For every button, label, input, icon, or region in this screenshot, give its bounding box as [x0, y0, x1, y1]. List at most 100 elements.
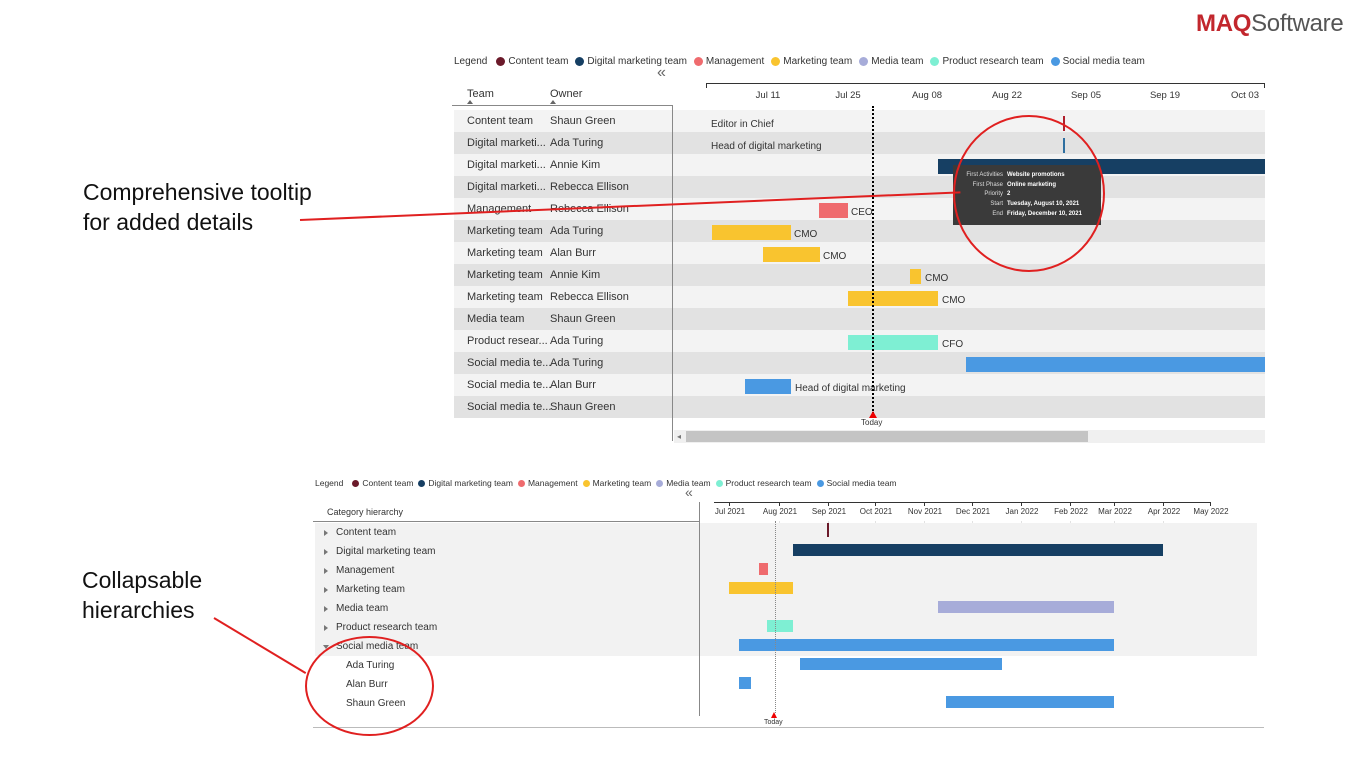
- legend-label: Marketing team: [783, 56, 853, 67]
- gantt-bar-marketing-ada[interactable]: [712, 225, 791, 240]
- grid-divider[interactable]: [699, 502, 700, 716]
- legend-label: Management: [705, 56, 765, 67]
- cell-owner: Shaun Green: [550, 313, 616, 325]
- sort-ascending-icon[interactable]: [550, 100, 556, 104]
- scroll-left-icon[interactable]: ◂: [677, 432, 682, 441]
- cell-owner: Shaun Green: [550, 115, 616, 127]
- hierarchy-parent-label[interactable]: Media team: [336, 603, 389, 614]
- gantt-bar-product-research[interactable]: [767, 620, 793, 632]
- gantt-bar-marketing-annie[interactable]: [910, 269, 921, 284]
- scrollbar-thumb[interactable]: [686, 431, 1088, 442]
- legend-label: Digital marketing team: [587, 56, 687, 67]
- cell-team: Content team: [467, 115, 534, 127]
- expand-caret-right-icon[interactable]: [324, 606, 328, 612]
- cell-owner: Shaun Green: [550, 401, 616, 413]
- hierarchy-parent-label[interactable]: Marketing team: [336, 584, 405, 595]
- tick-mark: [1021, 502, 1022, 506]
- gantt-bar-social-media[interactable]: [739, 639, 1114, 651]
- cell-owner: Rebecca Ellison: [550, 181, 629, 193]
- hierarchy-parent-label[interactable]: Digital marketing team: [336, 546, 436, 557]
- legend-item-product: Product research team: [930, 56, 1044, 67]
- header-owner[interactable]: Owner: [550, 88, 583, 100]
- table-row[interactable]: [454, 264, 1265, 286]
- legend-dot: [656, 479, 664, 487]
- bar-label: Editor in Chief: [711, 119, 774, 130]
- legend-item-management: Management: [693, 56, 765, 67]
- gantt-bar-social-ada[interactable]: [800, 658, 1002, 670]
- cell-owner: Alan Burr: [550, 247, 596, 259]
- expand-caret-down-icon[interactable]: [323, 645, 329, 649]
- tick-label: Sep 19: [1149, 90, 1181, 101]
- tick-label: Aug 22: [991, 90, 1023, 101]
- tick-label: May 2022: [1193, 507, 1229, 516]
- gantt-bar-management-rebecca[interactable]: [819, 203, 848, 218]
- table-row[interactable]: [454, 374, 1265, 396]
- legend-item-digital: Digital marketing team: [575, 56, 687, 67]
- gantt-bar-social-ada[interactable]: [966, 357, 1265, 372]
- cell-team: Social media te...: [467, 401, 552, 413]
- bar-label: CMO: [823, 251, 847, 262]
- gantt-bar-social-alan[interactable]: [739, 677, 751, 689]
- collapse-grid-icon[interactable]: «: [685, 484, 693, 500]
- legend-dot: [859, 57, 869, 66]
- gantt-bar-social-alan[interactable]: [745, 379, 791, 394]
- legend-dot: [496, 57, 506, 66]
- legend-item-media: Media team: [656, 478, 711, 488]
- gantt-bar-social-shaun[interactable]: [946, 696, 1114, 708]
- collapse-grid-icon[interactable]: «: [657, 64, 666, 81]
- gantt-bar-marketing-rebecca[interactable]: [848, 291, 938, 306]
- timeline-axis: [706, 83, 1265, 84]
- today-line: [775, 521, 776, 713]
- hierarchy-parent-label[interactable]: Product research team: [336, 622, 438, 633]
- cell-owner: Annie Kim: [550, 269, 601, 281]
- tick-label: Jul 11: [755, 90, 781, 101]
- hierarchy-parent-label[interactable]: Content team: [336, 527, 397, 538]
- cell-team: Marketing team: [467, 247, 543, 259]
- hierarchy-row-background[interactable]: [315, 523, 1257, 542]
- legend-label: Social media team: [826, 478, 897, 488]
- legend-item-digital: Digital marketing team: [418, 478, 513, 488]
- expand-caret-right-icon[interactable]: [324, 549, 328, 555]
- tick-label: Oct 03: [1231, 90, 1259, 101]
- table-row[interactable]: [454, 396, 1265, 418]
- gantt-bar-management[interactable]: [759, 563, 768, 575]
- cell-owner: Alan Burr: [550, 379, 596, 391]
- legend-label: Content team: [508, 56, 569, 67]
- bottom-legend: Legend Content team Digital marketing te…: [315, 478, 902, 488]
- cell-owner: Rebecca Ellison: [550, 291, 629, 303]
- tick-mark: [1264, 83, 1265, 88]
- gantt-bar-content[interactable]: [827, 523, 829, 537]
- cell-team: Marketing team: [467, 269, 543, 281]
- hierarchy-parent-label[interactable]: Management: [336, 565, 395, 576]
- tick-label: Mar 2022: [1098, 507, 1132, 516]
- cell-team: Social media te...: [467, 357, 552, 369]
- header-team[interactable]: Team: [467, 88, 494, 100]
- tick-mark: [779, 502, 780, 506]
- table-row[interactable]: [454, 308, 1265, 330]
- gantt-bar-marketing[interactable]: [729, 582, 793, 594]
- legend-item-content: Content team: [352, 478, 413, 488]
- tick-label: Apr 2022: [1147, 507, 1181, 516]
- header-category-hierarchy[interactable]: Category hierarchy: [327, 507, 404, 517]
- tick-mark: [1114, 502, 1115, 506]
- tick-label: Sep 05: [1070, 90, 1102, 101]
- gantt-bar-product-ada[interactable]: [848, 335, 938, 350]
- hierarchy-row-background[interactable]: [315, 561, 1257, 580]
- expand-caret-right-icon[interactable]: [324, 530, 328, 536]
- gantt-bar-digital-marketing[interactable]: [793, 544, 1163, 556]
- bar-label: CEO: [851, 207, 873, 218]
- cell-team: Digital marketi...: [467, 159, 546, 171]
- tick-label: Dec 2021: [955, 507, 991, 516]
- today-line: [872, 106, 874, 414]
- cell-team: Marketing team: [467, 291, 543, 303]
- expand-caret-right-icon[interactable]: [324, 625, 328, 631]
- expand-caret-right-icon[interactable]: [324, 568, 328, 574]
- hierarchy-row-background[interactable]: [315, 599, 1257, 618]
- gantt-bar-marketing-alan[interactable]: [763, 247, 820, 262]
- expand-caret-right-icon[interactable]: [324, 587, 328, 593]
- sort-ascending-icon[interactable]: [467, 100, 473, 104]
- grid-divider[interactable]: [672, 105, 673, 441]
- header-divider: [452, 105, 672, 106]
- gantt-bar-media[interactable]: [938, 601, 1114, 613]
- header-divider: [313, 521, 699, 522]
